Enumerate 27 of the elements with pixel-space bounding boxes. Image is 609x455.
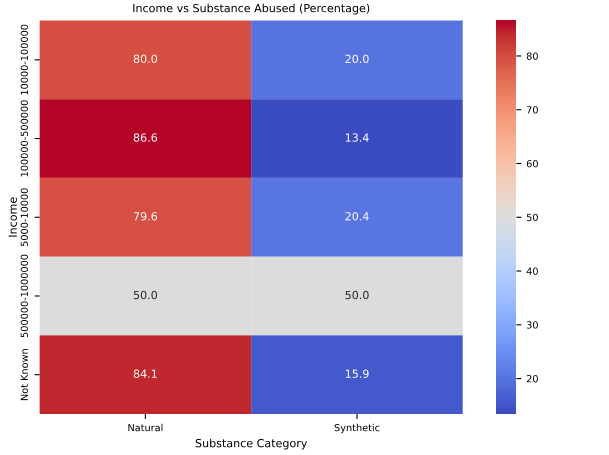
data-label: 15.9 [346, 370, 369, 378]
color-bar-label: 40 [526, 268, 538, 275]
data-label: 50.0 [134, 290, 158, 300]
data-label: 50.0 [346, 290, 369, 300]
color-bar-label: 30 [526, 321, 538, 329]
color-bar-label: 50 [526, 214, 538, 222]
data-label: 80.0 [134, 54, 158, 64]
y-tick-label: 5000-10000 [20, 188, 28, 246]
chart-title: Income vs Substance Abused (Percentage) [133, 4, 370, 14]
data-label: 20.4 [345, 212, 369, 220]
y-axis-title: Income [8, 197, 17, 237]
data-label: 13.4 [346, 133, 369, 142]
data-label: 79.6 [134, 212, 158, 220]
data-label: 20.0 [345, 54, 369, 64]
x-axis-title: Substance Category [196, 438, 308, 450]
color-bar-label: 20 [526, 375, 538, 382]
x-tick-label: Synthetic [334, 424, 380, 434]
data-label: 84.1 [134, 370, 157, 378]
color-bar-label: 80 [526, 52, 538, 60]
x-tick-label: Natural [128, 424, 162, 432]
color-bar-label: 70 [526, 106, 538, 114]
y-tick-label: 10000-100000 [20, 24, 28, 95]
y-tick-label: 500000-1000000 [20, 254, 28, 338]
color-bar-label: 60 [526, 160, 538, 168]
y-tick-label: Not Known [20, 349, 28, 400]
y-tick-label: 100000-500000 [20, 100, 28, 176]
data-label: 86.6 [134, 133, 158, 142]
